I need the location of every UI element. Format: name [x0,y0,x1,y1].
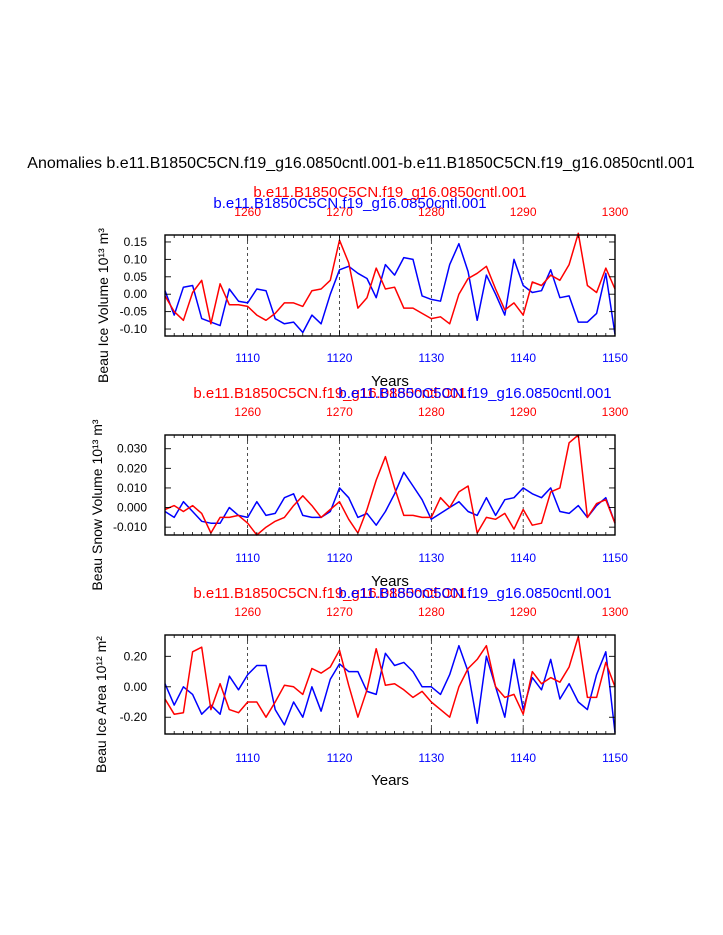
x-tick-label-top: 1300 [602,205,629,219]
y-tick-label: 0.020 [117,461,147,475]
y-axis-label: Beau Snow Volume 10¹³ m³ [89,419,105,591]
chart-title-blue: b.e11.B1850C5CN.f19_g16.0850cntl.001 [213,195,486,212]
series-line-1-red [164,232,616,325]
x-tick-label-top: 1270 [326,605,353,619]
x-tick-label-top: 1300 [602,605,629,619]
series-line-2-red [164,434,616,536]
x-tick-label-bottom: 1120 [327,351,353,365]
x-axis-label: Years [371,373,409,390]
x-tick-label-bottom: 1120 [327,751,353,765]
y-tick-label: 0.010 [117,481,147,495]
x-tick-label-bottom: 1120 [327,551,353,565]
x-axis-label: Years [371,573,409,590]
x-tick-label-top: 1300 [602,405,629,419]
chart-title-red: b.e11.B1850C5CN.f19_g16.0850cntl.001 [253,184,526,201]
x-tick-label-bottom: 1150 [602,551,628,565]
x-tick-label-top: 1290 [510,405,537,419]
x-tick-label-bottom: 1130 [418,551,444,565]
x-tick-label-top: 1270 [326,205,353,219]
plot-frame-3 [164,634,616,735]
y-tick-label: 0.05 [124,270,148,284]
y-tick-label: 0.030 [117,442,147,456]
plot-frame-2 [164,434,616,536]
chart-title-blue: b.e11.B1850C5CN.f19_g16.0850cntl.001 [338,585,611,602]
series-line-3-blue [164,644,616,733]
x-tick-label-top: 1260 [234,405,261,419]
main-title: Anomalies b.e11.B1850C5CN.f19_g16.0850cn… [0,155,723,181]
x-tick-label-top: 1260 [234,605,261,619]
x-tick-label-top: 1280 [418,205,445,219]
plot-frame-1 [164,234,616,337]
x-tick-label-top: 1290 [510,205,537,219]
x-tick-label-bottom: 1110 [235,751,260,765]
x-tick-label-bottom: 1150 [602,351,628,365]
x-tick-label-top: 1280 [418,605,445,619]
x-tick-label-bottom: 1110 [235,351,260,365]
x-tick-label-bottom: 1130 [418,751,444,765]
y-tick-label: -0.05 [120,305,148,319]
y-tick-label: -0.20 [120,710,148,724]
series-line-1-blue [164,242,616,335]
chart-panel-1 [164,232,616,337]
x-tick-label-top: 1280 [418,405,445,419]
x-tick-label-bottom: 1130 [418,351,444,365]
y-tick-label: 0.15 [124,235,148,249]
y-tick-label: 0.00 [124,287,148,301]
y-tick-label: 0.000 [117,501,147,515]
x-tick-label-bottom: 1110 [235,551,260,565]
series-line-3-red [164,635,616,718]
y-tick-label: 0.00 [124,680,148,694]
y-tick-label: 0.20 [124,649,148,663]
y-axis-label: Beau Ice Area 10¹² m² [93,636,109,773]
x-tick-label-top: 1290 [510,605,537,619]
x-tick-label-top: 1260 [234,205,261,219]
y-tick-label: -0.010 [113,520,147,534]
main-title-text: Anomalies b.e11.B1850C5CN.f19_g16.0850cn… [27,155,695,172]
chart-title-blue: b.e11.B1850C5CN.f19_g16.0850cntl.001 [338,385,611,402]
x-tick-label-bottom: 1140 [510,751,536,765]
y-tick-label: -0.10 [120,322,148,336]
y-tick-label: 0.10 [124,252,148,266]
chart-panel-3 [164,634,616,735]
y-axis-label: Beau Ice Volume 10¹³ m³ [95,228,111,383]
x-tick-label-bottom: 1140 [510,551,536,565]
x-tick-label-bottom: 1150 [602,751,628,765]
chart-title-red: b.e11.B1850C5CN.f19_g16.0850cntl.001 [193,385,466,402]
chart-panel-2 [164,434,616,536]
x-tick-label-bottom: 1140 [510,351,536,365]
chart-title-red: b.e11.B1850C5CN.f19_g16.0850cntl.001 [193,585,466,602]
x-tick-label-top: 1270 [326,405,353,419]
x-axis-label: Years [371,772,409,789]
